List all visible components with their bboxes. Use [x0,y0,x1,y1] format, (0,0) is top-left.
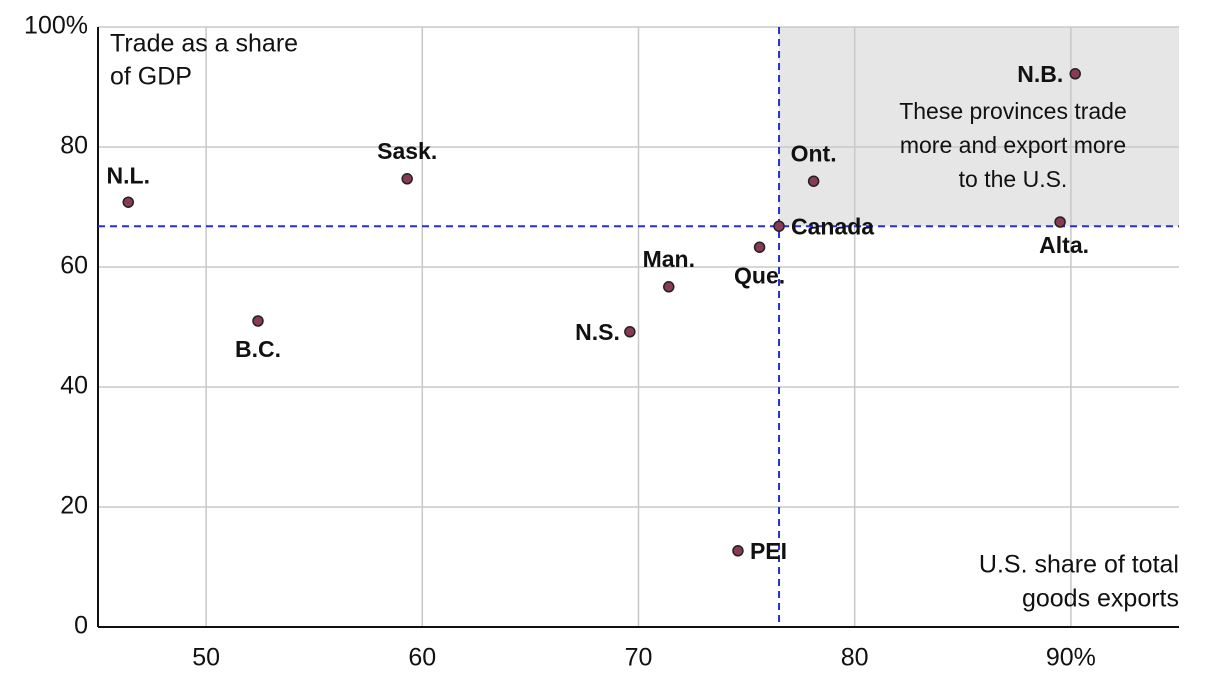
point-label: B.C. [235,336,281,362]
point-label: N.S. [575,319,620,345]
y-tick-label: 0 [74,612,88,640]
point-label: PEI [750,538,787,564]
y-axis-title: Trade as a share [110,30,298,58]
point [753,241,766,253]
x-axis-title: U.S. share of total [979,551,1179,579]
y-tick-label: 40 [60,372,88,400]
point-label: Ont. [791,140,837,166]
point [1054,216,1066,228]
point [624,326,636,338]
point-label: Alta. [1039,232,1089,258]
x-tick-label: 60 [408,644,436,672]
point-label: Canada [791,213,874,239]
x-tick-label: 50 [192,644,220,672]
y-tick-label: 100% [24,12,88,40]
x-tick-label: 80 [841,644,869,672]
y-tick-label: 60 [60,252,88,280]
point [663,281,675,293]
point-label: N.L. [107,162,150,188]
y-axis-title: of GDP [110,63,192,91]
annotation: These provinces trade [899,98,1127,124]
point-label: Man. [643,246,695,272]
point [807,175,820,187]
point [732,545,744,557]
shaded-region [779,27,1179,227]
point [122,196,135,208]
point [773,220,785,232]
point [1069,68,1081,80]
x-tick-label: 90% [1046,644,1096,672]
point-label: Sask. [377,138,437,164]
x-tick-label: 70 [625,644,653,672]
point-label: Que. [734,262,785,288]
point [252,315,264,327]
point-label: N.B. [1017,61,1063,87]
annotation: more and export more [900,132,1126,158]
y-tick-label: 80 [60,132,88,160]
x-axis-title: goods exports [1022,585,1179,613]
y-tick-label: 20 [60,492,88,520]
point [401,173,413,185]
annotation: to the U.S. [959,166,1068,192]
